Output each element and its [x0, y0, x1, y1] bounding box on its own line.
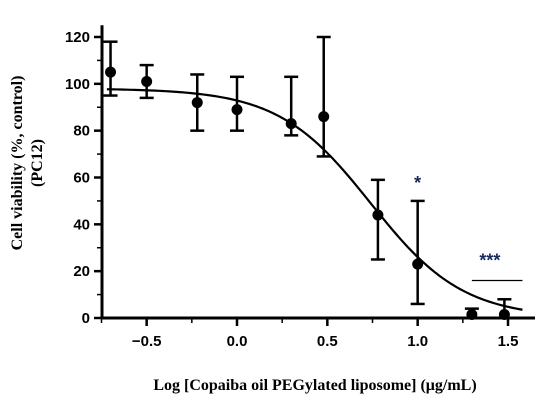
y-axis-title: Cell viability (%, control) — [9, 76, 26, 251]
y-tick-label: 40 — [73, 216, 90, 233]
y-tick-label: 100 — [65, 76, 90, 93]
x-tick-label: 0.5 — [317, 333, 338, 350]
data-points-group — [103, 35, 512, 320]
y-tick-label: 120 — [65, 29, 90, 46]
y-tick-label: 60 — [73, 170, 90, 187]
x-tick-label: 1.5 — [498, 333, 519, 350]
data-point — [464, 307, 479, 320]
data-point — [230, 75, 244, 132]
data-marker — [191, 97, 203, 109]
data-marker — [498, 308, 510, 320]
data-marker — [105, 66, 117, 78]
data-marker — [231, 104, 243, 116]
data-marker — [372, 209, 384, 221]
data-point — [139, 63, 154, 100]
axes: 0 20 40 60 80 100 120 −0.5 0.0 0.5 1.0 1.5 — [65, 25, 535, 350]
y-tick-label: 80 — [73, 123, 90, 140]
y-axis-subtitle: (PC12) — [29, 139, 46, 187]
x-axis-title: Log [Copaiba oil PEGylated liposome] (μg… — [153, 377, 476, 394]
data-point — [497, 298, 512, 320]
data-point — [103, 40, 118, 97]
x-tick-label: 1.0 — [407, 333, 428, 350]
x-tick-label: 0.0 — [227, 333, 248, 350]
data-point — [284, 75, 299, 137]
data-point — [370, 178, 385, 261]
data-marker — [141, 75, 153, 87]
data-marker — [412, 258, 424, 270]
fit-curve-line — [106, 88, 523, 311]
y-tick-label: 20 — [73, 263, 90, 280]
significance-label: *** — [479, 250, 500, 270]
data-marker — [318, 111, 330, 123]
data-point — [410, 199, 425, 306]
data-marker — [466, 308, 478, 320]
y-tick-label: 0 — [82, 310, 90, 327]
data-point — [316, 35, 331, 158]
annotations-group: **** — [414, 173, 523, 282]
data-point — [190, 73, 205, 132]
data-marker — [285, 118, 297, 130]
fit-curve-group — [106, 88, 523, 311]
x-tick-label: −0.5 — [132, 333, 162, 350]
significance-label: * — [414, 173, 421, 193]
